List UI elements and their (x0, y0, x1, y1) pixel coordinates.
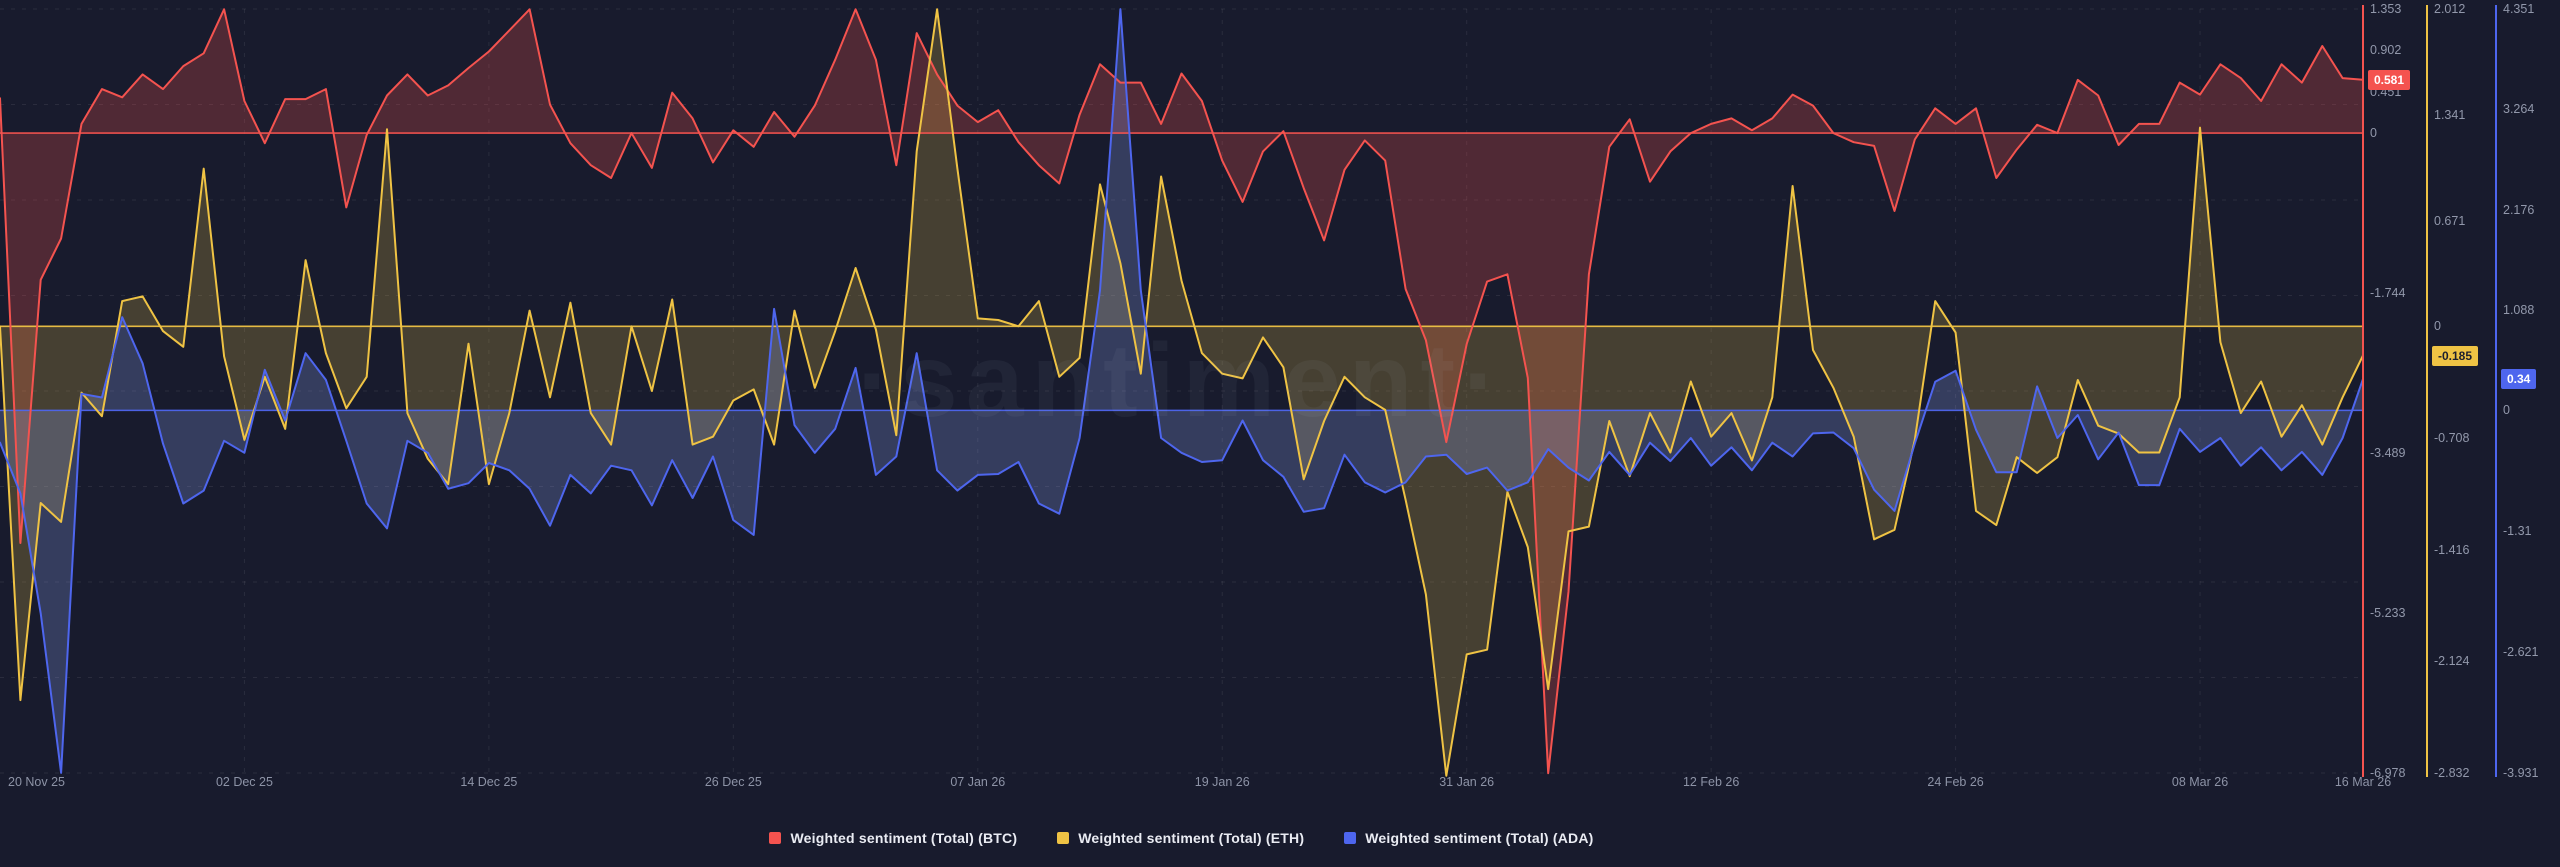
date-tick-label: 02 Dec 25 (215, 775, 273, 789)
current-value-badge-eth: -0.185 (2432, 345, 2479, 366)
eth-axis-tick-label: -2.832 (2434, 766, 2470, 780)
legend-label-eth: Weighted sentiment (Total) (ETH) (1078, 830, 1305, 846)
ada-axis-tick-label: 0 (2503, 403, 2510, 418)
eth-axis-tick-label: 1.341 (2434, 107, 2466, 122)
date-tick-label: 14 Dec 25 (460, 775, 518, 789)
date-tick-label: 31 Jan 26 (1439, 775, 1495, 789)
legend-item-ada[interactable]: Weighted sentiment (Total) (ADA) (1344, 830, 1593, 846)
ada-axis-tick-label: 3.264 (2503, 102, 2535, 117)
current-value-badge-ada: 0.34 (2501, 369, 2537, 389)
btc-axis-tick-label: -6.978 (2370, 766, 2406, 780)
eth-axis-tick-label: 0 (2434, 319, 2441, 334)
ada-axis-tick-label: 4.351 (2503, 2, 2535, 16)
eth-axis-tick-label: -1.416 (2434, 542, 2470, 557)
eth-axis-tick-label: 2.012 (2434, 2, 2466, 16)
legend-item-btc[interactable]: Weighted sentiment (Total) (BTC) (769, 830, 1017, 846)
eth-area-fill (0, 9, 2363, 776)
ada-series-swatch-icon (1344, 832, 1357, 844)
eth-axis-tick-label: 0.671 (2434, 213, 2466, 228)
eth-axis-tick-label: -2.124 (2434, 654, 2470, 669)
ada-axis-tick-label: -2.621 (2503, 645, 2539, 660)
btc-axis-tick-label: -5.233 (2370, 606, 2406, 620)
date-tick-label: 20 Nov 25 (8, 775, 65, 789)
legend-label-ada: Weighted sentiment (Total) (ADA) (1365, 830, 1594, 846)
date-tick-label: 16 Mar 26 (2334, 775, 2392, 789)
legend-item-eth[interactable]: Weighted sentiment (Total) (ETH) (1057, 830, 1304, 846)
date-tick-label: 19 Jan 26 (1194, 775, 1250, 789)
btc-axis-tick-label: 1.353 (2370, 2, 2402, 16)
eth-series-line (0, 8, 2364, 777)
gridlines (0, 8, 2363, 774)
btc-axis-tick-label: 0 (2370, 126, 2377, 141)
ada-axis-tick-label: -1.31 (2503, 524, 2532, 539)
date-tick-label: 07 Jan 26 (950, 775, 1006, 789)
btc-series-line (0, 8, 2364, 775)
date-tick-label: 08 Mar 26 (2171, 775, 2229, 789)
btc-series-swatch-icon (769, 832, 782, 844)
date-tick-label: 12 Feb 26 (1682, 775, 1740, 789)
ada-axis-tick-label: 1.088 (2503, 303, 2535, 317)
current-value-badge-btc: 0.581 (2368, 69, 2411, 90)
btc-axis-tick-label: 0.902 (2370, 43, 2402, 58)
date-tick-label: 24 Feb 26 (1927, 775, 1984, 789)
eth-series-swatch-icon (1057, 832, 1070, 844)
date-tick-label: 26 Dec 25 (704, 775, 762, 789)
btc-axis-tick-label: -1.744 (2370, 286, 2406, 300)
ada-axis-tick-label: 2.176 (2503, 202, 2535, 217)
legend-label-btc: Weighted sentiment (Total) (BTC) (790, 830, 1018, 846)
btc-area-fill (0, 9, 2363, 774)
ada-series-line (0, 8, 2364, 774)
legend: Weighted sentiment (Total) (BTC) Weighte… (0, 824, 2363, 852)
eth-axis-tick-label: -0.708 (2434, 431, 2470, 445)
btc-axis-tick-label: -3.489 (2370, 446, 2406, 460)
ada-axis-tick-label: -3.931 (2503, 766, 2539, 780)
